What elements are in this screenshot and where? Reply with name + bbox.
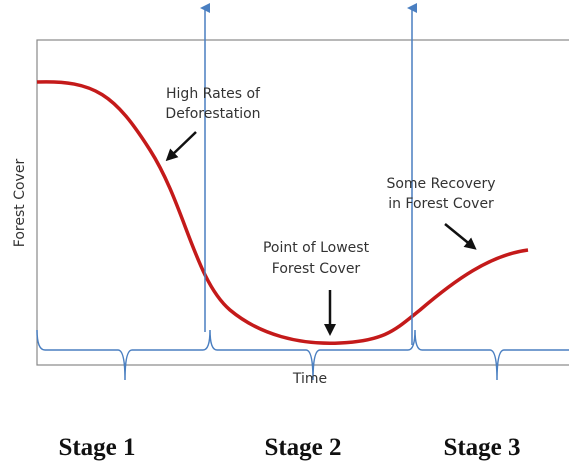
annotation-arrow xyxy=(444,223,477,250)
x-axis-label: Time xyxy=(292,371,327,387)
annotation-line: in Forest Cover xyxy=(388,196,494,212)
stage-label: Stage 1 xyxy=(58,434,135,461)
stage-braces xyxy=(36,329,569,381)
annotation-line: Some Recovery xyxy=(386,176,495,192)
plot-frame xyxy=(36,39,569,366)
annotation-line: Deforestation xyxy=(165,106,260,122)
stage-label: Stage 2 xyxy=(264,434,341,461)
annotation-line: Forest Cover xyxy=(272,261,361,277)
annotation-line: High Rates of xyxy=(166,86,261,102)
annotation-line: Point of Lowest xyxy=(263,240,370,256)
forest-curve xyxy=(36,80,529,345)
stage-label: Stage 3 xyxy=(443,434,520,461)
annotation-arrow xyxy=(165,131,197,162)
y-axis-label: Forest Cover xyxy=(12,159,28,248)
